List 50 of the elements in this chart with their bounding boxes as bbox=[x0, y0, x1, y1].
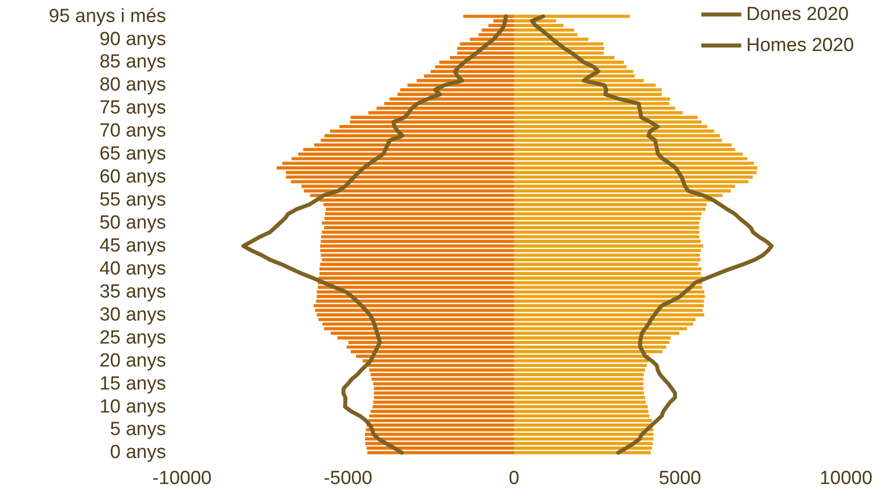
y-tick-label: 25 anys bbox=[99, 327, 166, 348]
y-tick-label: 35 anys bbox=[99, 281, 166, 302]
y-tick-label: 65 anys bbox=[99, 144, 166, 165]
bar bbox=[316, 294, 514, 298]
bar bbox=[322, 221, 514, 225]
bar bbox=[320, 244, 514, 248]
bar bbox=[346, 345, 514, 349]
y-tick-label: 5 anys bbox=[110, 419, 166, 440]
y-tick-label: 75 anys bbox=[99, 98, 166, 119]
x-tick-label: 0 bbox=[508, 468, 520, 489]
y-tick-label: 55 anys bbox=[99, 190, 166, 211]
bar bbox=[369, 368, 514, 372]
y-tick-label: 50 anys bbox=[99, 212, 166, 234]
bar bbox=[514, 340, 670, 344]
bar bbox=[514, 368, 646, 372]
bar bbox=[318, 318, 514, 322]
bar bbox=[514, 414, 650, 418]
y-tick-label: 80 anys bbox=[99, 74, 166, 96]
bar bbox=[319, 272, 514, 276]
y-tick-label: 0 anys bbox=[110, 442, 166, 464]
x-tick-label: -10000 bbox=[152, 468, 212, 489]
x-tick-label: -5000 bbox=[324, 468, 372, 489]
bar bbox=[514, 418, 652, 422]
bar bbox=[374, 391, 514, 395]
y-tick-label: 15 anys bbox=[99, 373, 166, 394]
y-tick-label: 20 anys bbox=[99, 350, 166, 372]
y-tick-label: 95 anys i més bbox=[48, 6, 166, 27]
legend-label: Homes 2020 bbox=[746, 35, 854, 56]
y-tick-label: 85 anys bbox=[99, 52, 166, 73]
bar bbox=[319, 267, 514, 271]
y-tick-label: 90 anys bbox=[99, 28, 166, 50]
y-tick-label: 40 anys bbox=[99, 258, 166, 280]
y-tick-label: 70 anys bbox=[99, 120, 166, 142]
y-tick-label: 60 anys bbox=[99, 166, 166, 188]
bar bbox=[514, 244, 704, 248]
y-tick-label: 10 anys bbox=[99, 396, 166, 418]
x-tick-label: 10000 bbox=[820, 468, 872, 489]
bar bbox=[369, 414, 514, 418]
bar bbox=[514, 272, 701, 276]
y-tick-label: 30 anys bbox=[99, 304, 166, 326]
x-tick-label: 5000 bbox=[658, 468, 702, 489]
bar bbox=[514, 391, 644, 395]
bar bbox=[368, 418, 514, 422]
bar bbox=[514, 294, 705, 298]
y-tick-label: 45 anys bbox=[99, 235, 166, 256]
bar bbox=[514, 345, 666, 349]
bar bbox=[514, 221, 700, 225]
legend-label: Dones 2020 bbox=[746, 4, 849, 25]
bar bbox=[514, 170, 757, 174]
bar bbox=[514, 267, 702, 271]
